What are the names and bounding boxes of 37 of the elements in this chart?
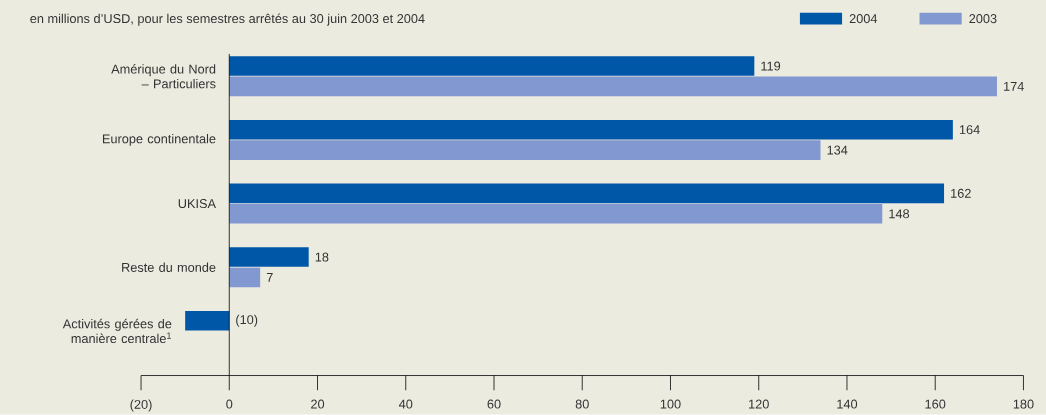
x-tick-label: 40 (398, 399, 413, 409)
y-tick-label: Reste du monde (122, 262, 216, 273)
data-label: 134 (827, 145, 848, 155)
x-tick-label: 80 (575, 399, 589, 409)
data-label: (10) (236, 314, 258, 327)
y-tick-label: Amérique du Nord – Particuliers (111, 64, 216, 89)
data-label: 174 (1004, 82, 1024, 91)
y-tick-label: Activités gérées de manière centrale$^{1}$ (62, 318, 172, 344)
bar (229, 140, 821, 161)
x-tick-label: 0 (226, 399, 233, 409)
x-tick-label: 20 (311, 399, 325, 409)
data-label: 162 (951, 189, 971, 199)
bar (229, 76, 997, 97)
chart-subtitle: en millions d’USD, pour les semestres arrêtés au 30 juin 2003 et 2004 (30, 13, 425, 26)
y-tick-label: Europe continentale (102, 134, 216, 146)
bar (229, 56, 755, 76)
bar (229, 247, 309, 268)
data-label: 148 (889, 209, 910, 219)
data-label: 18 (315, 252, 329, 262)
legend-label: 2004 (849, 14, 878, 24)
x-tick-label: 180 (1013, 399, 1034, 409)
bar (229, 267, 261, 288)
x-tick-label: 60 (487, 399, 501, 409)
x-tick-label: 100 (660, 399, 681, 409)
x-tick-label: 140 (837, 399, 858, 409)
data-label: 7 (266, 273, 273, 282)
data-label: 119 (761, 61, 781, 71)
legend-label: 2003 (969, 14, 997, 24)
x-tick-label: (20) (130, 399, 152, 412)
y-tick-label: UKISA (178, 199, 216, 209)
bar (185, 311, 230, 331)
x-tick-label: 160 (925, 399, 946, 409)
bar (229, 204, 883, 224)
bar (229, 183, 945, 204)
bar (229, 120, 953, 140)
x-tick-label: 120 (749, 399, 769, 409)
data-label: 164 (959, 125, 980, 135)
